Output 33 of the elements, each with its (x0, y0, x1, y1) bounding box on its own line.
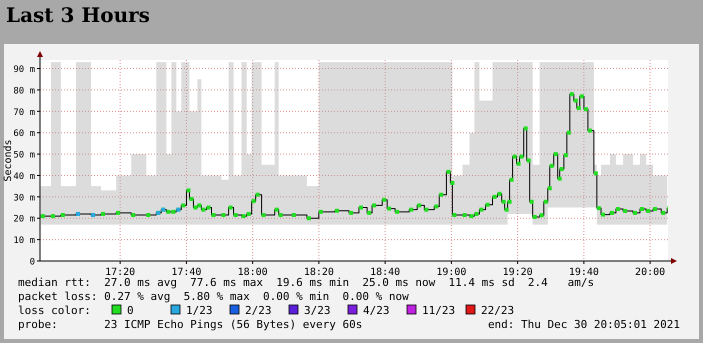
legend-label: 1/23 (186, 304, 212, 317)
text: packet loss: 0.27 % avg 5.80 % max 0.00 % min 0.00 % now (18, 290, 410, 303)
y-tick-label: 90 m (13, 65, 35, 76)
x-tick-label: 18:00 (238, 267, 268, 278)
legend-label: 11/23 (422, 304, 456, 317)
y-tick-label: 30 m (13, 193, 35, 204)
x-tick-label: 19:40 (568, 267, 599, 278)
y-tick-label: 20 m (13, 214, 35, 225)
y-tick-label: 80 m (13, 86, 35, 96)
y-tick-label: 50 m (13, 150, 35, 161)
legend-title: loss color: (18, 304, 91, 317)
x-tick-label: 19:20 (502, 267, 533, 278)
x-tick-label: 18:20 (304, 267, 334, 278)
y-tick-label: 70 m (13, 108, 35, 118)
legend-label: 3/23 (304, 304, 330, 317)
y-tick-label: 60 m (13, 129, 35, 140)
y-tick-label: 0 (30, 258, 35, 268)
text: median rtt: 27.0 ms avg 77.6 ms max 19.6 ms min 25.0 ms now 11.4 ms sd 2.4 am/s (18, 276, 594, 289)
chart-title: Last 3 Hours (6, 3, 150, 27)
x-tick-label: 18:40 (370, 267, 400, 278)
legend-label: 22/23 (481, 304, 514, 317)
y-axis-title: Seconds (3, 139, 14, 182)
x-tick-label: 20:00 (635, 267, 666, 278)
y-tick-label: 10 m (13, 236, 35, 246)
x-tick-label: 19:00 (436, 267, 466, 278)
legend-label: 4/23 (363, 304, 390, 317)
y-tick-label: 40 m (13, 172, 35, 182)
text: end: Thu Dec 30 20:05:01 2021 (488, 318, 680, 331)
legend-label: 2/23 (245, 304, 272, 317)
x-tick-label: 17:20 (105, 267, 136, 278)
legend-label: 0 (127, 304, 134, 317)
text: probe: 23 ICMP Echo Pings (56 Bytes) every 60s (18, 318, 362, 331)
x-tick-label: 17:40 (171, 267, 202, 278)
